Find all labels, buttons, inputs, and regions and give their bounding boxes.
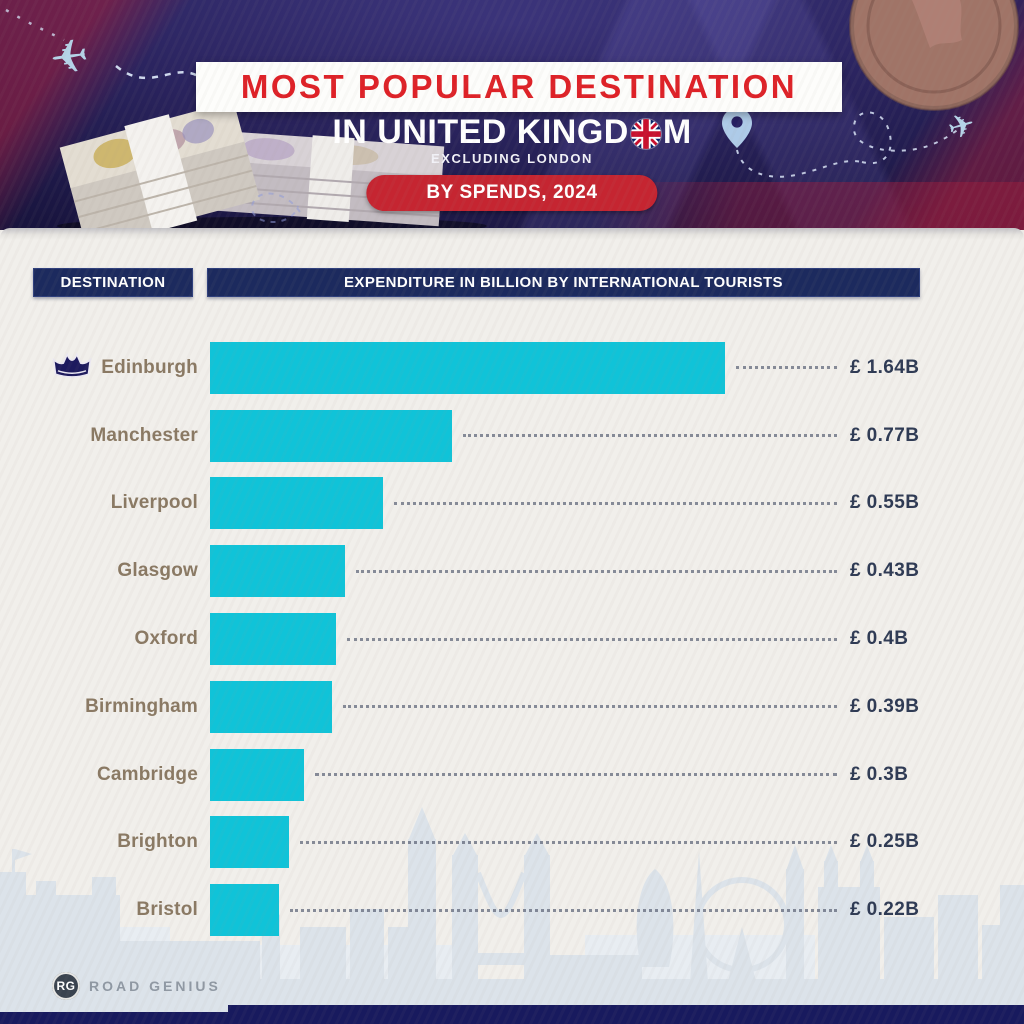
expenditure-bar: [210, 409, 452, 462]
expenditure-value: £ 0.4B: [850, 628, 909, 650]
destination-label: Glasgow: [0, 560, 198, 582]
leader-line: [463, 434, 837, 438]
expenditure-value: £ 0.25B: [850, 831, 920, 853]
page-subtitle: IN UNITED KINGD M: [0, 113, 1024, 152]
leader-line: [290, 908, 837, 912]
subtitle-text-pre: IN UNITED KINGD: [332, 113, 629, 151]
chart-row-brighton: Brighton £ 0.25B: [0, 809, 1024, 877]
expenditure-bar: [210, 613, 336, 666]
bar-track: [210, 409, 845, 462]
bar-track: [210, 884, 845, 937]
expenditure-bar: [210, 748, 304, 801]
expenditure-value: £ 0.77B: [850, 424, 920, 446]
year-badge: BY SPENDS, 2024: [366, 175, 658, 211]
leader-line: [343, 705, 837, 709]
bar-track: [210, 748, 845, 801]
bar-track: [210, 477, 845, 530]
subtitle-text-post: M: [662, 113, 692, 151]
uk-flag-icon: [630, 118, 661, 149]
chart-rows: Edinburgh £ 1.64B Manchester £ 0.77B Liverpo…: [0, 334, 1024, 944]
leader-line: [347, 637, 837, 641]
logo-circle-icon: RG: [52, 972, 80, 1000]
expenditure-bar: [210, 680, 332, 733]
column-header-destination: DESTINATION: [33, 268, 193, 297]
expenditure-value: £ 0.43B: [850, 560, 920, 582]
bar-track: [210, 680, 845, 733]
page-title: MOST POPULAR DESTINATION: [240, 68, 798, 105]
destination-label: Edinburgh: [0, 352, 198, 384]
expenditure-bar: [210, 816, 289, 869]
crown-icon: [52, 352, 92, 378]
destination-name: Birmingham: [85, 695, 198, 717]
leader-line: [300, 840, 837, 844]
bar-track: [210, 613, 845, 666]
chart-row-edinburgh: Edinburgh £ 1.64B: [0, 334, 1024, 402]
destination-label: Birmingham: [0, 696, 198, 718]
column-header-expenditure: EXPENDITURE IN BILLION BY INTERNATIONAL …: [207, 268, 920, 297]
destination-name: Glasgow: [117, 560, 198, 582]
bar-track: [210, 816, 845, 869]
header-bottom-edge: [0, 228, 1024, 240]
leader-line: [315, 773, 837, 777]
destination-label: Cambridge: [0, 764, 198, 786]
airplane-icon-left: ✈: [46, 28, 92, 86]
expenditure-bar: [210, 341, 725, 394]
destination-name: Bristol: [136, 899, 198, 921]
leader-line: [394, 501, 837, 505]
expenditure-value: £ 0.39B: [850, 695, 920, 717]
chart-row-bristol: Bristol £ 0.22B: [0, 876, 1024, 944]
leader-line: [356, 569, 837, 573]
expenditure-value: £ 1.64B: [850, 356, 920, 378]
header-banner: ✈ ✈ MOST POPULAR DESTINATION IN UNITED K…: [0, 0, 1024, 230]
expenditure-value: £ 0.22B: [850, 899, 920, 921]
expenditure-value: £ 0.3B: [850, 763, 909, 785]
destination-name: Edinburgh: [101, 356, 198, 378]
footer-strip: [0, 1005, 1024, 1024]
expenditure-bar: [210, 884, 279, 937]
chart-row-cambridge: Cambridge £ 0.3B: [0, 741, 1024, 809]
chart-row-oxford: Oxford £ 0.4B: [0, 605, 1024, 673]
destination-label: Bristol: [0, 899, 198, 921]
destination-name: Cambridge: [96, 763, 198, 785]
expenditure-value: £ 0.55B: [850, 492, 920, 514]
destination-label: Liverpool: [0, 492, 198, 514]
chart-row-glasgow: Glasgow £ 0.43B: [0, 537, 1024, 605]
bar-track: [210, 341, 845, 394]
brand-logo: RG ROAD GENIUS: [52, 972, 221, 1000]
expenditure-bar: [210, 545, 345, 598]
column-headers: DESTINATION EXPENDITURE IN BILLION BY IN…: [33, 268, 920, 297]
coin-image: [849, 0, 1019, 111]
location-pin-icon: [722, 108, 752, 148]
bar-track: [210, 545, 845, 598]
destination-name: Liverpool: [110, 492, 198, 514]
destination-name: Manchester: [90, 424, 198, 446]
destination-label: Oxford: [0, 628, 198, 650]
destination-name: Oxford: [134, 628, 198, 650]
chart-row-birmingham: Birmingham £ 0.39B: [0, 673, 1024, 741]
chart-row-manchester: Manchester £ 0.77B: [0, 402, 1024, 470]
logo-text: ROAD GENIUS: [89, 978, 221, 994]
leader-line: [736, 366, 837, 370]
expenditure-bar: [210, 477, 383, 530]
destination-label: Manchester: [0, 425, 198, 447]
title-banner: MOST POPULAR DESTINATION: [196, 62, 842, 112]
destination-label: Brighton: [0, 831, 198, 853]
destination-name: Brighton: [117, 831, 198, 853]
chart-row-liverpool: Liverpool £ 0.55B: [0, 470, 1024, 538]
subtitle-note: EXCLUDING LONDON: [430, 151, 594, 166]
